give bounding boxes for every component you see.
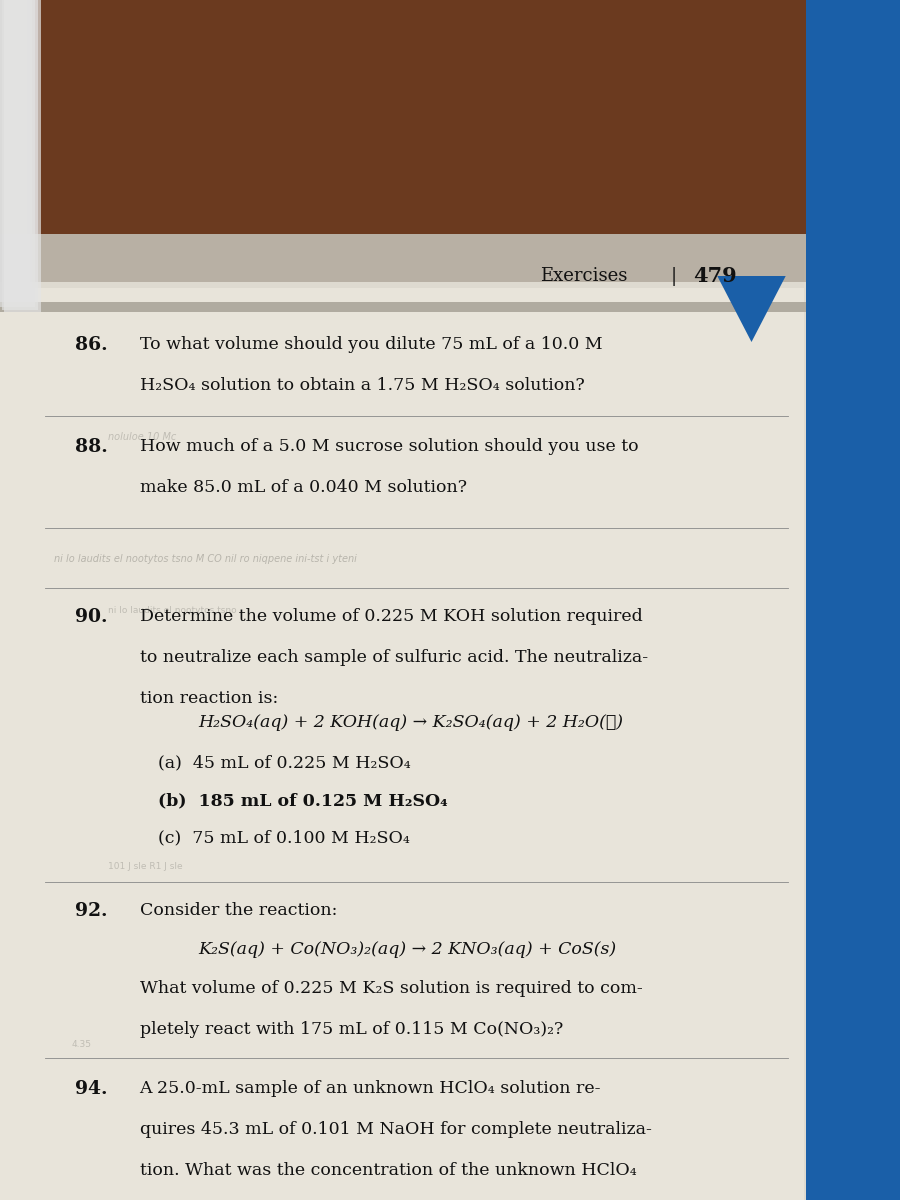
Text: What volume of 0.225 M K₂S solution is required to com-: What volume of 0.225 M K₂S solution is r… <box>140 980 643 997</box>
Bar <box>0 302 806 312</box>
Text: tion. What was the concentration of the unknown HClO₄: tion. What was the concentration of the … <box>140 1162 636 1178</box>
Text: H₂SO₄(aq) + 2 KOH(aq) → K₂SO₄(aq) + 2 H₂O(ℓ): H₂SO₄(aq) + 2 KOH(aq) → K₂SO₄(aq) + 2 H₂… <box>198 714 623 731</box>
Bar <box>0 0 35 307</box>
Bar <box>0 0 27 300</box>
Text: Determine the volume of 0.225 M KOH solution required: Determine the volume of 0.225 M KOH solu… <box>140 608 643 625</box>
Text: 479: 479 <box>693 266 737 286</box>
Text: ni lo laudits el nootytos tsno: ni lo laudits el nootytos tsno <box>108 606 237 614</box>
Text: to neutralize each sample of sulfuric acid. The neutraliza-: to neutralize each sample of sulfuric ac… <box>140 649 648 666</box>
Text: 4.35: 4.35 <box>72 1040 92 1049</box>
Text: make 85.0 mL of a 0.040 M solution?: make 85.0 mL of a 0.040 M solution? <box>140 479 466 496</box>
Text: (b)  185 mL of 0.125 M H₂SO₄: (b) 185 mL of 0.125 M H₂SO₄ <box>158 792 447 809</box>
Text: H₂SO₄ solution to obtain a 1.75 M H₂SO₄ solution?: H₂SO₄ solution to obtain a 1.75 M H₂SO₄ … <box>140 377 584 394</box>
Bar <box>2 0 38 310</box>
Text: quires 45.3 mL of 0.101 M NaOH for complete neutraliza-: quires 45.3 mL of 0.101 M NaOH for compl… <box>140 1121 652 1138</box>
Bar <box>0 0 30 302</box>
Text: tion reaction is:: tion reaction is: <box>140 690 278 707</box>
Text: (c)  75 mL of 0.100 M H₂SO₄: (c) 75 mL of 0.100 M H₂SO₄ <box>158 829 410 846</box>
Text: Exercises: Exercises <box>540 266 627 284</box>
Text: noluloe 10 Mc: noluloe 10 Mc <box>108 432 176 442</box>
Text: ni lo laudits el nootytos tsno M CO nil ro niqpene ini-tst i yteni: ni lo laudits el nootytos tsno M CO nil … <box>54 554 357 564</box>
Text: 86.: 86. <box>75 336 107 354</box>
Text: To what volume should you dilute 75 mL of a 10.0 M: To what volume should you dilute 75 mL o… <box>140 336 602 353</box>
Text: 94.: 94. <box>75 1080 107 1098</box>
Text: (a)  45 mL of 0.225 M H₂SO₄: (a) 45 mL of 0.225 M H₂SO₄ <box>158 755 410 772</box>
Text: 92.: 92. <box>75 902 107 920</box>
Text: pletely react with 175 mL of 0.115 M Co(NO₃)₂?: pletely react with 175 mL of 0.115 M Co(… <box>140 1021 562 1038</box>
Bar <box>0 0 32 305</box>
Text: 90.: 90. <box>75 608 107 626</box>
Text: Consider the reaction:: Consider the reaction: <box>140 902 337 919</box>
Text: 101 J sle R1 J sle: 101 J sle R1 J sle <box>108 862 183 871</box>
Bar <box>4 0 40 312</box>
Polygon shape <box>717 276 786 342</box>
Text: 88.: 88. <box>75 438 107 456</box>
Text: |: | <box>670 266 677 286</box>
Bar <box>0 288 804 1200</box>
Text: How much of a 5.0 M sucrose solution should you use to: How much of a 5.0 M sucrose solution sho… <box>140 438 638 455</box>
Text: A 25.0-mL sample of an unknown HClO₄ solution re-: A 25.0-mL sample of an unknown HClO₄ sol… <box>140 1080 601 1097</box>
Bar <box>0 282 806 1200</box>
Bar <box>0 234 900 306</box>
Text: K₂S(aq) + Co(NO₃)₂(aq) → 2 KNO₃(aq) + CoS(s): K₂S(aq) + Co(NO₃)₂(aq) → 2 KNO₃(aq) + Co… <box>198 941 616 958</box>
Bar <box>0 294 900 1200</box>
Bar <box>806 0 900 1200</box>
Bar <box>0 0 900 234</box>
